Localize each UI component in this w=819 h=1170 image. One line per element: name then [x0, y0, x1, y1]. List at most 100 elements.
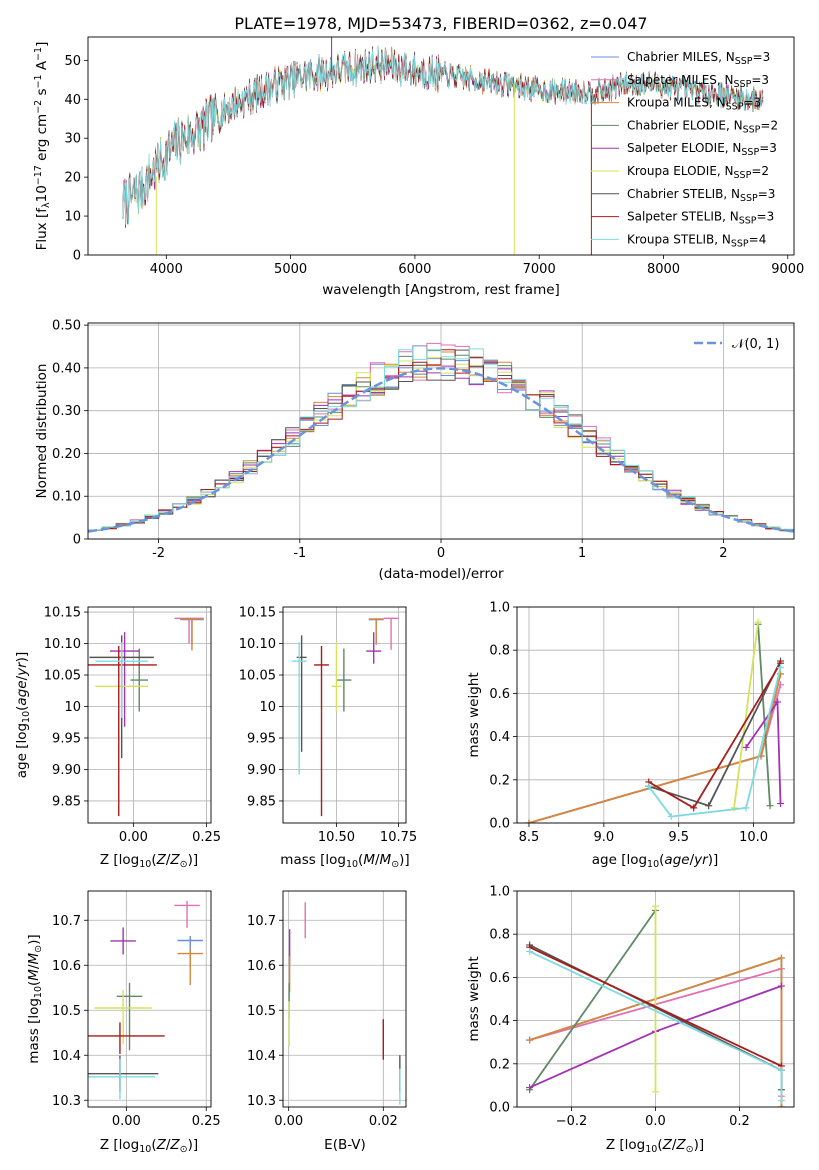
y-tick-label: 10.4: [52, 1049, 81, 1064]
y-tick-label: 10: [64, 700, 81, 715]
axes-frame: -2 -1 0 1 2 0 0.10 0.20 0.30 0.40 0.50 𝒩(0, 1) (data…: [34, 319, 795, 582]
errorbar-point: [314, 646, 329, 817]
y-tick-label: 0.50: [52, 319, 81, 334]
y-tick-label: 50: [64, 54, 81, 69]
axes-spectrum: 4000 5000 6000 7000 8000 9000 0 10 20 30 40 50 wavel…: [33, 36, 804, 298]
legend-entry: Kroupa MILES, NSSP=3: [627, 96, 761, 113]
x-tick-label: 0.00: [274, 1114, 303, 1129]
y-tick-label: 0.4: [489, 730, 510, 745]
weight-line: [757, 624, 771, 806]
errorbar-point: [88, 1058, 156, 1100]
y-tick-label: 0.8: [489, 928, 510, 943]
legend-entry: Kroupa ELODIE, NSSP=2: [627, 164, 769, 181]
axes-age_vs_mass: 10.50 10.75 9.85 9.90 9.95 10 10.05 10.10 10.15 m…: [239, 606, 417, 870]
y-tick-label: 0.4: [489, 1014, 510, 1029]
axes-frame: 0.00 0.25 10.3 10.4 10.5 10.6 10.7 Z [log10(Z/Z…: [26, 890, 221, 1155]
y-tick-label: 10: [259, 700, 276, 715]
y-tick-label: 0.6: [489, 687, 510, 702]
x-tick-label: 9000: [771, 262, 804, 277]
x-tick-label: 10.0: [739, 830, 768, 845]
errorbar-point: [177, 949, 204, 986]
legend-entry: Kroupa STELIB, NSSP=4: [627, 232, 766, 249]
errorbar-point: [95, 642, 149, 718]
x-tick-label: 10.50: [318, 830, 355, 845]
x-tick-label: −0.2: [556, 1114, 588, 1129]
y-tick-label: 10.10: [44, 637, 81, 652]
errorbar-point: [110, 927, 136, 955]
y-tick-label: 10.6: [52, 959, 81, 974]
weight-line: [733, 621, 759, 809]
x-tick-label: 10.75: [380, 830, 417, 845]
x-axis-label: E(B-V): [324, 1137, 366, 1153]
x-tick-label: -1: [293, 546, 306, 561]
axes-frame: 0.00 0.02 10.3 10.4 10.5 10.6 10.7 E(B-V): [247, 890, 407, 1153]
y-tick-label: 10.7: [52, 914, 81, 929]
weight-line: [528, 673, 782, 823]
x-tick-label: 0.00: [119, 830, 148, 845]
y-tick-label: 0.0: [489, 817, 510, 832]
y-tick-label: 10.05: [44, 669, 81, 684]
plot-area: [526, 902, 785, 1107]
y-tick-label: 0.20: [52, 447, 81, 462]
errorbar-point: [116, 982, 143, 1051]
x-axis-label: wavelength [Angstrom, rest frame]: [322, 282, 560, 298]
errorbar-point: [336, 648, 352, 712]
y-axis-label: Flux [fλ10−17 erg cm−2 s−1 A−1]: [33, 42, 52, 251]
legend-entry: Salpeter MILES, NSSP=3: [627, 73, 769, 90]
y-tick-label: 10.3: [247, 1094, 276, 1109]
axes-mass_vs_ebv: 0.00 0.02 10.3 10.4 10.5 10.6 10.7 E(B-V): [247, 890, 407, 1153]
normal-curve: [88, 367, 794, 533]
x-tick-label: 4000: [150, 262, 183, 277]
x-axis-label: Z [log10(Z/Z⊙)]: [100, 852, 198, 870]
x-tick-label: 0.2: [729, 1114, 750, 1129]
plot-area: [288, 902, 401, 1105]
y-tick-label: 0.6: [489, 971, 510, 986]
errorbar-point: [180, 618, 204, 651]
errorbar-point: [109, 632, 140, 727]
weight-line: [648, 667, 782, 818]
weight-line: [529, 946, 782, 1067]
axes-border: [87, 890, 212, 1108]
plot-area: [88, 900, 204, 1100]
y-tick-label: 0.10: [52, 490, 81, 505]
plot-area: [291, 617, 399, 817]
y-tick-label: 0.0: [489, 1101, 510, 1116]
x-axis-label: Z [log10(Z/Z⊙)]: [606, 1137, 704, 1155]
y-tick-label: 9.95: [52, 731, 81, 746]
y-tick-label: 20: [64, 171, 81, 186]
y-axis-label: mass weight: [466, 672, 482, 757]
y-axis-label: Normed distribution: [34, 364, 50, 499]
y-tick-label: 40: [64, 93, 81, 108]
errorbar-point: [366, 632, 382, 664]
x-axis-label: age [log10(age/yr)]: [592, 852, 718, 870]
histogram-step: [88, 348, 794, 531]
spectrum-line: [122, 45, 764, 225]
errorbar-point: [174, 617, 204, 644]
axes-mass_weight_vs_Z: −0.2 0.0 0.2 0.0 0.2 0.4 0.6 0.8 1.0 Z [log10(Z/Z…: [466, 885, 795, 1155]
figure-title: PLATE=1978, MJD=53473, FIBERID=0362, z=0…: [234, 14, 647, 33]
axes-hist: -2 -1 0 1 2 0 0.10 0.20 0.30 0.40 0.50 𝒩(0, 1) (data…: [34, 319, 795, 582]
axes-border: [516, 606, 795, 824]
axes-mass_vs_Z: 0.00 0.25 10.3 10.4 10.5 10.6 10.7 Z [log10(Z/Z…: [26, 890, 221, 1155]
y-tick-label: 0: [73, 249, 81, 264]
y-tick-label: 9.85: [247, 794, 276, 809]
errorbar-point: [94, 990, 152, 1044]
y-tick-label: 0.2: [489, 773, 510, 788]
y-tick-label: 0.30: [52, 404, 81, 419]
x-tick-label: 0.25: [192, 830, 221, 845]
histogram-step: [88, 357, 794, 532]
weight-line: [528, 673, 782, 823]
axes-border: [87, 606, 212, 824]
legend-entry: Salpeter STELIB, NSSP=3: [627, 210, 774, 227]
errorbar-point: [331, 642, 342, 712]
y-tick-label: 9.95: [247, 731, 276, 746]
y-tick-label: 0: [73, 533, 81, 548]
y-tick-label: 0.8: [489, 644, 510, 659]
x-tick-label: 6000: [398, 262, 431, 277]
x-tick-label: -2: [152, 546, 165, 561]
y-tick-label: 10.15: [239, 606, 276, 621]
errorbar-point: [296, 635, 307, 752]
legend-entry: Salpeter ELODIE, NSSP=3: [627, 141, 777, 158]
y-tick-label: 10.05: [239, 669, 276, 684]
